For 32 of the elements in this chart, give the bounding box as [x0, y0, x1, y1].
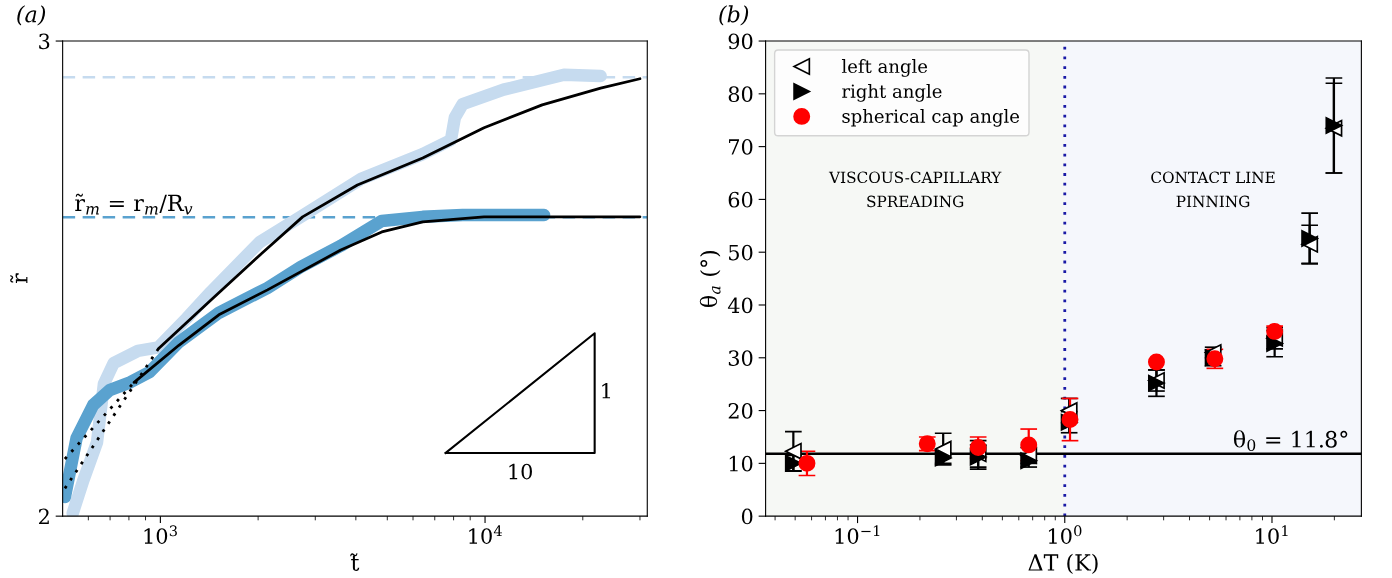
- annotation: 10: [509, 463, 532, 480]
- y-tick-label: 30: [728, 350, 753, 366]
- y-axis-title: r̃: [10, 273, 28, 284]
- x-tick-label: 10$^{−1}$: [835, 525, 880, 544]
- band-label: CONTACT LINE PINNING: [1151, 171, 1275, 208]
- chart-title: (a): [17, 5, 46, 26]
- x-axis-title: t̃: [350, 553, 360, 571]
- y-axis-title: θ$_{a}$ (°): [699, 250, 721, 308]
- x-tick-label: 10$^{4}$: [469, 525, 502, 544]
- ref-line-label: r̃$_{m}$ = r$_{m}$/R$_{v}$: [75, 193, 193, 215]
- y-tick-label: 60: [728, 191, 753, 208]
- y-tick-label: 0: [741, 508, 753, 525]
- y-tick-label: 3: [39, 33, 50, 50]
- chart-title: (b): [719, 5, 749, 26]
- y-tick-label: 70: [729, 139, 753, 155]
- legend-label: spherical cap angle: [842, 109, 1020, 127]
- y-tick-label: 2: [38, 508, 49, 525]
- x-axis-title: ΔT (K): [1028, 553, 1098, 575]
- x-tick-label: 10$^{3}$: [144, 525, 177, 544]
- y-tick-label: 40: [727, 297, 753, 314]
- y-tick-label: 90: [728, 33, 753, 50]
- annotation: 1: [602, 382, 611, 399]
- x-tick-label: 10$^{1}$: [1256, 525, 1288, 544]
- y-tick-label: 10: [729, 455, 753, 472]
- y-tick-label: 80: [728, 86, 753, 103]
- band-label: VISCOUS-CAPILLARY SPREADING: [828, 171, 1002, 208]
- legend-label: left angle: [841, 59, 928, 77]
- ref-line-label: θ$_{0}$ = 11.8°: [1233, 430, 1348, 452]
- x-tick-label: 10$^{0}$: [1048, 525, 1082, 544]
- y-tick-label: 20: [728, 403, 753, 419]
- y-tick-label: 50: [729, 244, 753, 261]
- legend-label: right angle: [842, 84, 942, 102]
